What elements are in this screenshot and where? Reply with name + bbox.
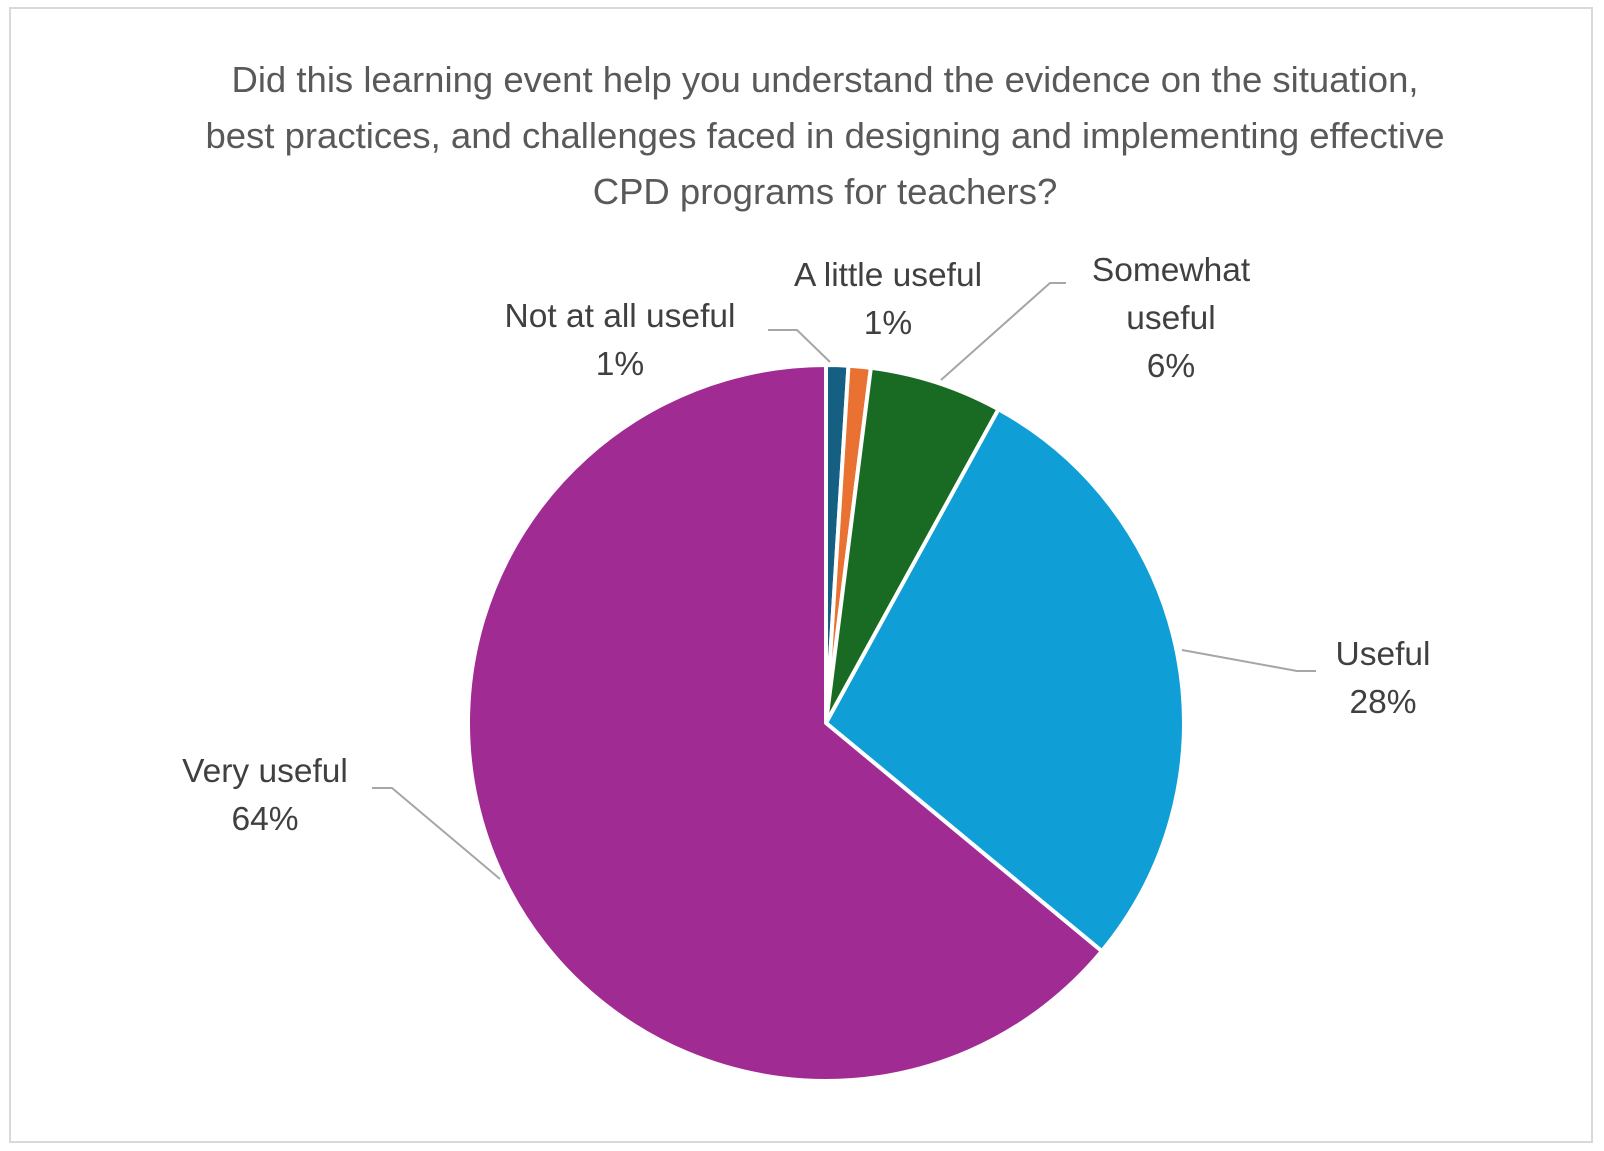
leader-line-very-useful bbox=[372, 787, 501, 880]
slice-name-label: useful bbox=[1126, 300, 1215, 337]
leader-line-somewhat-useful bbox=[940, 282, 1066, 381]
pie-slice-useful bbox=[824, 407, 1186, 954]
slice-name-label: Useful bbox=[1336, 636, 1431, 673]
slice-label-useful: Useful 28% bbox=[1336, 636, 1431, 721]
chart-title: Did this learning event help you underst… bbox=[205, 59, 1445, 212]
pie-slice-very-useful bbox=[465, 363, 1104, 1083]
leader-line-not-at-all-useful bbox=[768, 329, 831, 363]
slice-value-label: 28% bbox=[1349, 684, 1416, 721]
slice-name-label: Very useful bbox=[182, 753, 348, 790]
pie-slice-somewhat-useful bbox=[824, 365, 1001, 725]
slice-name-label: Somewhat bbox=[1092, 252, 1251, 289]
slice-labels: Not at all useful 1% A little useful 1% Some… bbox=[182, 252, 1430, 838]
slice-value-label: 1% bbox=[864, 305, 912, 342]
slice-name-label: Not at all useful bbox=[505, 298, 736, 335]
slice-name-label: A little useful bbox=[794, 257, 982, 294]
slice-label-a-little-useful: A little useful 1% bbox=[794, 257, 982, 342]
pie-slices bbox=[465, 363, 1186, 1083]
slice-label-not-at-all-useful: Not at all useful 1% bbox=[505, 298, 736, 383]
slice-label-somewhat-useful: Somewhat useful 6% bbox=[1092, 252, 1251, 385]
slice-value-label: 64% bbox=[231, 801, 298, 838]
slice-label-very-useful: Very useful 64% bbox=[182, 753, 348, 838]
leader-lines bbox=[372, 282, 1316, 880]
slice-value-label: 1% bbox=[596, 346, 644, 383]
leader-line-useful bbox=[1181, 649, 1316, 672]
slice-value-label: 6% bbox=[1147, 348, 1195, 385]
